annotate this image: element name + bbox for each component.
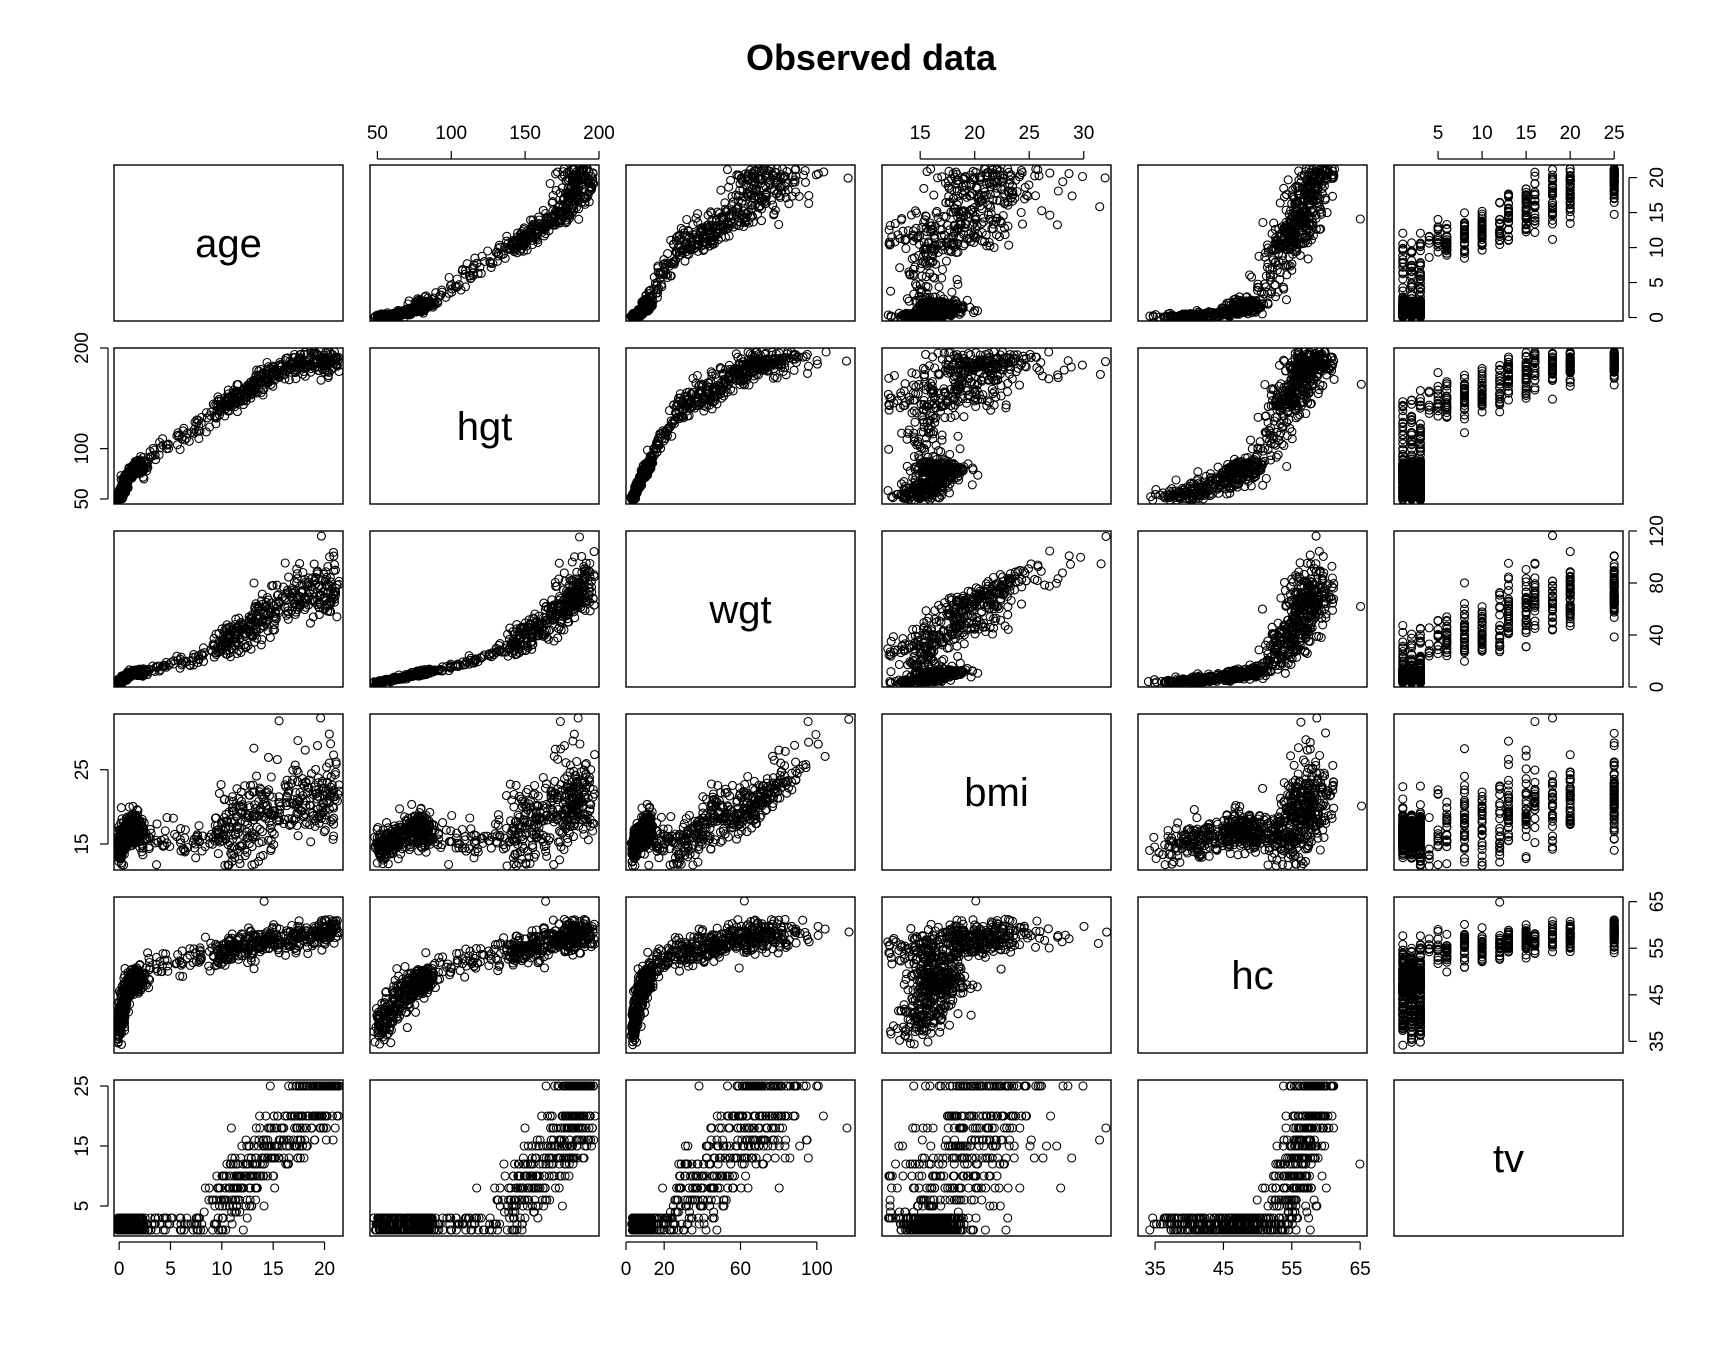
panel-hgt-hgt: hgt <box>370 348 599 504</box>
chart-canvas: Observed data agehgtwgtbmihctv0 5 10 15 20 0 2… <box>0 0 1728 1344</box>
panel-frame <box>1394 165 1623 321</box>
chart-title: Observed data <box>746 37 997 78</box>
panel-age-wgt <box>626 165 855 321</box>
panel-age-bmi <box>882 165 1111 321</box>
panel-age-hc <box>1138 165 1367 321</box>
panel-age-hgt <box>370 165 599 321</box>
variable-label-hgt: hgt <box>457 405 513 449</box>
scatterplot-matrix: Observed data age hgt wgt bmi hc tv 0 5 10 15 20 0 2… <box>0 0 1728 1344</box>
panel-age-age: age <box>114 165 343 321</box>
variable-label-age: age <box>195 222 262 266</box>
panel-hgt-wgt <box>626 348 855 504</box>
panel-age-tv <box>1394 165 1623 321</box>
panel-hgt-age <box>114 348 343 504</box>
panel-frame <box>626 165 855 321</box>
